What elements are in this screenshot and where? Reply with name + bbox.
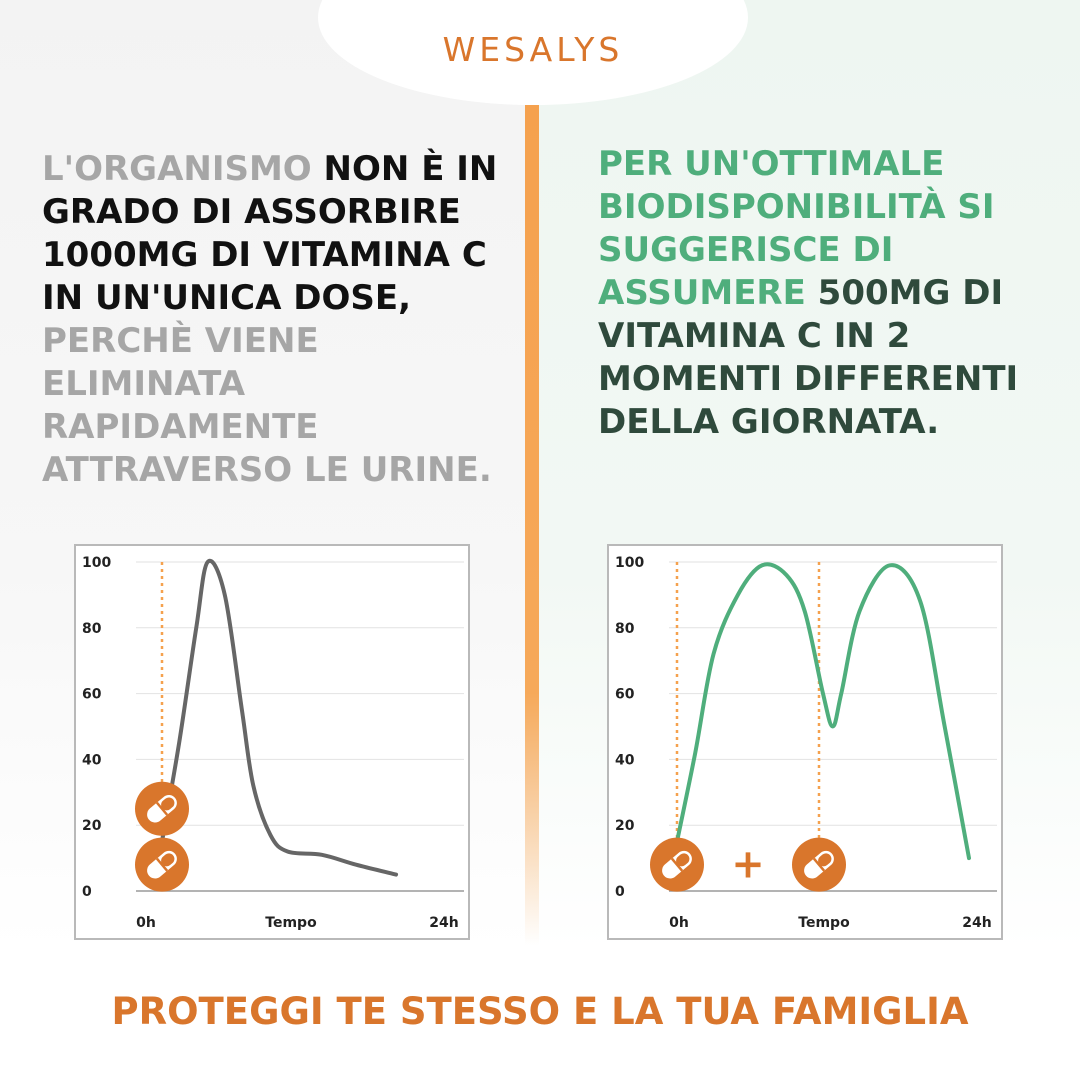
y-tick-label: 40 [615, 752, 635, 768]
x-tick-label-middle: Tempo [265, 915, 317, 931]
y-tick-label: 60 [82, 687, 102, 703]
x-tick-label-end: 24h [962, 915, 991, 931]
capsule-icon [135, 837, 189, 892]
y-tick-label: 100 [82, 555, 111, 571]
split-dose-chart-svg: 0 20 40 60 80 100 0h Tempo 24h + [615, 555, 997, 931]
y-tick-label: 40 [82, 752, 102, 768]
series-line [675, 562, 971, 861]
left-headline: L'ORGANISMO NON È IN GRADO DI ASSORBIRE … [42, 148, 512, 492]
footer-slogan: PROTEGGI TE STESSO E LA TUA FAMIGLIA [111, 990, 969, 1033]
y-tick-label: 20 [82, 818, 102, 834]
left-headline-part3: PERCHÈ VIENE ELIMINATA RAPIDAMENTE ATTRA… [42, 321, 492, 490]
y-tick-label: 0 [82, 884, 92, 900]
series-line [160, 558, 399, 877]
single-dose-chart-svg: 0 20 40 60 80 100 0h Tempo 24h [82, 555, 464, 931]
center-divider [525, 105, 539, 945]
y-tick-label: 80 [615, 621, 635, 637]
y-tick-label: 100 [615, 555, 644, 571]
single-dose-chart: 0 20 40 60 80 100 0h Tempo 24h [74, 544, 470, 940]
y-tick-label: 0 [615, 884, 625, 900]
y-tick-label: 20 [615, 818, 635, 834]
right-headline: PER UN'OTTIMALE BIODISPONIBILITÀ SI SUGG… [598, 143, 1058, 444]
capsule-icon [792, 837, 846, 892]
capsule-icon [135, 781, 189, 836]
right-headline-part1: PER UN'OTTIMALE BIODISPONIBILITÀ SI SUGG… [598, 144, 995, 313]
x-tick-label-start: 0h [136, 915, 156, 931]
x-tick-label-end: 24h [429, 915, 458, 931]
split-dose-chart: 0 20 40 60 80 100 0h Tempo 24h + [607, 544, 1003, 940]
capsule-icon [650, 837, 704, 892]
right-headline-part2: 500MG DI VITAMINA C IN 2 MOMENTI DIFFERE… [598, 273, 1019, 442]
y-tick-label: 80 [82, 621, 102, 637]
left-headline-part2: NON È IN GRADO DI ASSORBIRE 1000MG DI VI… [42, 149, 498, 318]
left-headline-part1: L'ORGANISMO [42, 149, 312, 189]
x-tick-label-start: 0h [669, 915, 689, 931]
brand-logo: WESALYS [442, 30, 624, 69]
y-tick-label: 60 [615, 687, 635, 703]
plus-sign: + [731, 842, 765, 888]
x-tick-label-middle: Tempo [798, 915, 850, 931]
